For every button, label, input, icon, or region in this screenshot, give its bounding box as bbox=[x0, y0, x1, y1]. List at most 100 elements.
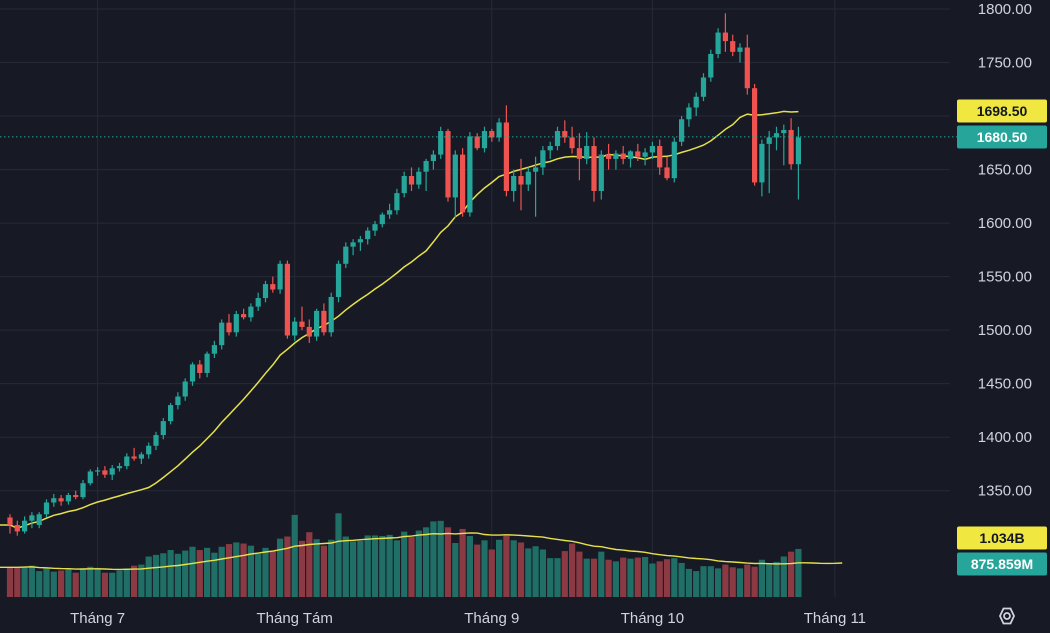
volume-bar bbox=[707, 566, 714, 597]
volume-bar bbox=[773, 561, 780, 597]
volume-bar bbox=[379, 535, 386, 597]
volume-bar bbox=[386, 534, 393, 597]
volume-bar bbox=[306, 532, 313, 597]
candle bbox=[372, 220, 378, 236]
volume-bar bbox=[634, 557, 641, 597]
candle bbox=[533, 156, 539, 217]
candles bbox=[7, 13, 801, 536]
candle bbox=[36, 512, 42, 529]
candle bbox=[591, 137, 597, 202]
x-tick-label: Tháng 10 bbox=[621, 610, 684, 627]
last-price-badge-box bbox=[957, 125, 1047, 149]
volume-bar bbox=[204, 547, 211, 597]
candle-body bbox=[321, 310, 327, 333]
candle bbox=[773, 126, 780, 151]
candle bbox=[730, 34, 736, 57]
volume-bar bbox=[685, 568, 692, 597]
volume-bar bbox=[744, 564, 751, 597]
candle bbox=[204, 351, 210, 378]
candle-body bbox=[562, 131, 568, 138]
candle-body bbox=[708, 53, 714, 78]
candle-body bbox=[65, 495, 71, 502]
candle bbox=[14, 520, 20, 536]
volume-bar bbox=[14, 567, 21, 597]
candle bbox=[722, 13, 728, 52]
candle-body bbox=[160, 421, 166, 436]
volume-bar bbox=[598, 551, 605, 597]
volume-bar bbox=[131, 565, 138, 597]
candle-body bbox=[241, 314, 247, 318]
y-tick-label: 1600.00 bbox=[978, 215, 1032, 232]
candle-body bbox=[452, 154, 458, 198]
volume-bar bbox=[50, 571, 57, 597]
candle bbox=[540, 146, 546, 175]
candle-body bbox=[781, 129, 787, 134]
candle-body bbox=[124, 456, 130, 467]
volume-bar bbox=[715, 568, 722, 597]
candle bbox=[401, 171, 407, 198]
volume-bar bbox=[262, 547, 269, 597]
candle-body bbox=[394, 193, 400, 211]
volume-bar bbox=[671, 558, 678, 597]
candle bbox=[744, 34, 750, 95]
volume-bar bbox=[510, 540, 517, 597]
candle bbox=[87, 469, 93, 486]
candle-body bbox=[460, 154, 466, 213]
candle-body bbox=[328, 296, 334, 333]
gear-icon bbox=[999, 607, 1015, 625]
candle bbox=[445, 128, 451, 202]
y-tick-label: 1450.00 bbox=[978, 376, 1032, 393]
x-tick-label: Tháng Tám bbox=[256, 610, 332, 627]
volume-bar bbox=[313, 539, 320, 597]
candle-body bbox=[387, 210, 393, 215]
candle bbox=[73, 490, 79, 500]
volume-bar bbox=[160, 553, 167, 597]
candle-body bbox=[226, 322, 232, 333]
candle-body bbox=[481, 131, 488, 149]
y-tick-label: 1650.00 bbox=[978, 162, 1032, 179]
candle-body bbox=[146, 445, 152, 455]
candle bbox=[335, 260, 342, 303]
candle bbox=[671, 137, 677, 183]
candle bbox=[350, 239, 356, 256]
volume-bar bbox=[298, 540, 306, 597]
volume-bar bbox=[693, 571, 700, 597]
candle bbox=[511, 169, 517, 202]
candle bbox=[481, 126, 488, 153]
candle bbox=[109, 465, 115, 481]
candle bbox=[29, 512, 35, 529]
candle-body bbox=[525, 171, 531, 185]
y-tick-label: 1750.00 bbox=[978, 55, 1032, 72]
volume-bar bbox=[240, 543, 247, 597]
candle bbox=[328, 292, 334, 337]
candle-body bbox=[693, 96, 699, 108]
candle bbox=[752, 83, 758, 186]
candle-body bbox=[284, 263, 290, 336]
candle bbox=[343, 242, 349, 269]
volume-bar bbox=[145, 556, 152, 597]
candle bbox=[496, 118, 502, 142]
candle bbox=[248, 303, 254, 322]
volume-bar bbox=[211, 552, 218, 597]
candle-body bbox=[255, 298, 261, 307]
volume-bar bbox=[320, 545, 327, 597]
volume-bar bbox=[612, 561, 619, 597]
volume-bar bbox=[503, 535, 510, 597]
candle bbox=[95, 467, 101, 476]
candle bbox=[613, 150, 619, 170]
candle-body bbox=[627, 151, 634, 159]
candle bbox=[321, 303, 327, 336]
volume-bar bbox=[700, 566, 707, 597]
chart-settings-button[interactable] bbox=[994, 604, 1020, 628]
volume-bar bbox=[722, 564, 729, 597]
candle bbox=[138, 452, 144, 464]
candle-body bbox=[14, 524, 20, 532]
candle bbox=[759, 139, 765, 197]
volume-bar bbox=[72, 572, 79, 597]
candle bbox=[693, 92, 699, 117]
volume-bar bbox=[65, 569, 72, 597]
candle-body bbox=[416, 171, 422, 185]
volume-bar bbox=[444, 527, 452, 597]
candle bbox=[474, 133, 480, 151]
